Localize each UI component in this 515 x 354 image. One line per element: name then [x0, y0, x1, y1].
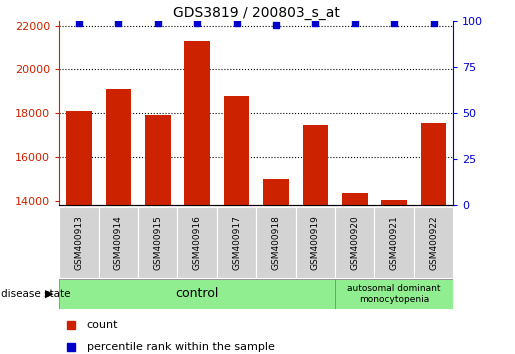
Text: percentile rank within the sample: percentile rank within the sample: [87, 342, 274, 352]
Bar: [217, 207, 256, 278]
Text: GSM400922: GSM400922: [429, 215, 438, 270]
Bar: [66, 111, 92, 354]
Bar: [59, 279, 335, 309]
Text: GSM400917: GSM400917: [232, 215, 241, 270]
Bar: [414, 207, 453, 278]
Text: GSM400921: GSM400921: [390, 215, 399, 270]
Text: disease state: disease state: [1, 289, 71, 299]
Bar: [335, 279, 453, 309]
Text: GSM400916: GSM400916: [193, 215, 201, 270]
Bar: [374, 207, 414, 278]
Text: GSM400920: GSM400920: [350, 215, 359, 270]
Bar: [138, 207, 177, 278]
Text: GSM400913: GSM400913: [75, 215, 83, 270]
Text: GSM400914: GSM400914: [114, 215, 123, 270]
Bar: [59, 207, 99, 278]
Bar: [335, 207, 374, 278]
Bar: [184, 41, 210, 354]
Text: count: count: [87, 320, 118, 330]
Bar: [145, 115, 170, 354]
Bar: [342, 193, 368, 354]
Title: GDS3819 / 200803_s_at: GDS3819 / 200803_s_at: [173, 6, 340, 20]
Bar: [302, 125, 328, 354]
Text: GSM400918: GSM400918: [271, 215, 280, 270]
Bar: [421, 123, 447, 354]
Bar: [106, 89, 131, 354]
Bar: [381, 200, 407, 354]
Bar: [177, 207, 217, 278]
Bar: [263, 179, 289, 354]
Bar: [296, 207, 335, 278]
Text: GSM400915: GSM400915: [153, 215, 162, 270]
Bar: [224, 96, 249, 354]
Text: GSM400919: GSM400919: [311, 215, 320, 270]
Bar: [99, 207, 138, 278]
Bar: [256, 207, 296, 278]
Text: autosomal dominant
monocytopenia: autosomal dominant monocytopenia: [347, 284, 441, 304]
Text: control: control: [176, 287, 219, 300]
Text: ▶: ▶: [45, 289, 53, 299]
